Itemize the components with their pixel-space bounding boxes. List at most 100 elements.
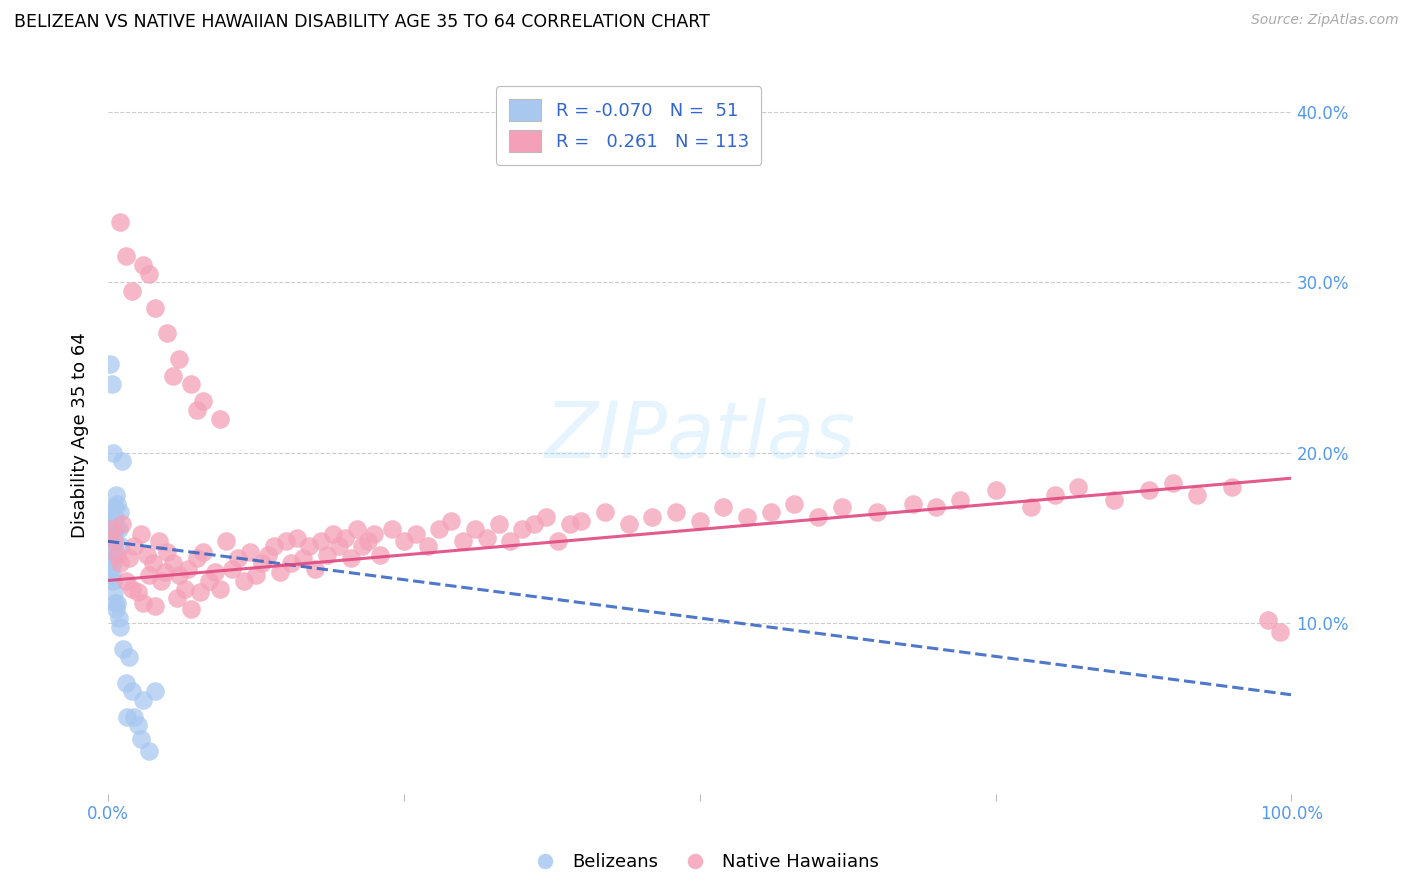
Point	[143, 301, 166, 315]
Point	[122, 540, 145, 554]
Point	[112, 641, 135, 656]
Point	[100, 551, 122, 566]
Point	[111, 517, 134, 532]
Point	[100, 542, 122, 557]
Point	[103, 500, 125, 515]
Point	[464, 522, 486, 536]
Point	[209, 411, 232, 425]
Point	[1139, 483, 1161, 497]
Point	[186, 403, 208, 417]
Point	[103, 540, 125, 554]
Point	[121, 684, 143, 698]
Point	[215, 534, 238, 549]
Legend: R = -0.070   N =  51, R =   0.261   N = 113: R = -0.070 N = 51, R = 0.261 N = 113	[496, 87, 762, 165]
Point	[558, 517, 581, 532]
Point	[759, 505, 782, 519]
Point	[1220, 480, 1243, 494]
Point	[108, 619, 131, 633]
Point	[148, 534, 170, 549]
Point	[427, 522, 450, 536]
Point	[357, 534, 380, 549]
Point	[150, 574, 173, 588]
Point	[108, 505, 131, 519]
Point	[98, 544, 121, 558]
Point	[98, 551, 121, 566]
Point	[105, 488, 128, 502]
Point	[523, 517, 546, 532]
Point	[1161, 476, 1184, 491]
Point	[250, 557, 273, 571]
Point	[100, 525, 122, 540]
Point	[138, 267, 160, 281]
Point	[138, 744, 160, 758]
Point	[416, 540, 439, 554]
Point	[132, 693, 155, 707]
Point	[98, 357, 121, 371]
Point	[142, 557, 165, 571]
Point	[156, 544, 179, 558]
Point	[475, 531, 498, 545]
Point	[285, 531, 308, 545]
Point	[98, 534, 121, 549]
Point	[129, 527, 152, 541]
Point	[98, 561, 121, 575]
Legend: Belizeans, Native Hawaiians: Belizeans, Native Hawaiians	[520, 847, 886, 879]
Point	[132, 596, 155, 610]
Point	[101, 505, 124, 519]
Point	[866, 505, 889, 519]
Point	[108, 557, 131, 571]
Point	[191, 544, 214, 558]
Point	[115, 710, 138, 724]
Point	[107, 497, 129, 511]
Point	[405, 527, 427, 541]
Point	[1268, 624, 1291, 639]
Point	[1257, 613, 1279, 627]
Point	[298, 540, 321, 554]
Point	[127, 585, 149, 599]
Point	[547, 534, 569, 549]
Point	[197, 574, 219, 588]
Point	[103, 534, 125, 549]
Point	[104, 522, 127, 536]
Point	[1019, 500, 1042, 515]
Point	[132, 258, 155, 272]
Point	[101, 519, 124, 533]
Point	[101, 574, 124, 588]
Point	[209, 582, 232, 596]
Point	[100, 568, 122, 582]
Text: Source: ZipAtlas.com: Source: ZipAtlas.com	[1251, 13, 1399, 28]
Point	[111, 454, 134, 468]
Point	[292, 551, 315, 566]
Point	[280, 557, 302, 571]
Point	[100, 377, 122, 392]
Point	[925, 500, 948, 515]
Point	[136, 548, 159, 562]
Point	[103, 585, 125, 599]
Point	[363, 527, 385, 541]
Point	[831, 500, 853, 515]
Point	[129, 732, 152, 747]
Point	[191, 394, 214, 409]
Point	[101, 531, 124, 545]
Y-axis label: Disability Age 35 to 64: Disability Age 35 to 64	[72, 333, 89, 539]
Point	[103, 514, 125, 528]
Point	[488, 517, 510, 532]
Point	[221, 561, 243, 575]
Point	[104, 534, 127, 549]
Point	[245, 568, 267, 582]
Point	[569, 514, 592, 528]
Point	[352, 540, 374, 554]
Point	[534, 510, 557, 524]
Point	[100, 536, 122, 550]
Point	[322, 527, 344, 541]
Point	[368, 548, 391, 562]
Point	[104, 596, 127, 610]
Point	[143, 684, 166, 698]
Point	[269, 565, 291, 579]
Point	[316, 548, 339, 562]
Point	[127, 718, 149, 732]
Point	[180, 602, 202, 616]
Point	[901, 497, 924, 511]
Point	[1185, 488, 1208, 502]
Point	[167, 351, 190, 366]
